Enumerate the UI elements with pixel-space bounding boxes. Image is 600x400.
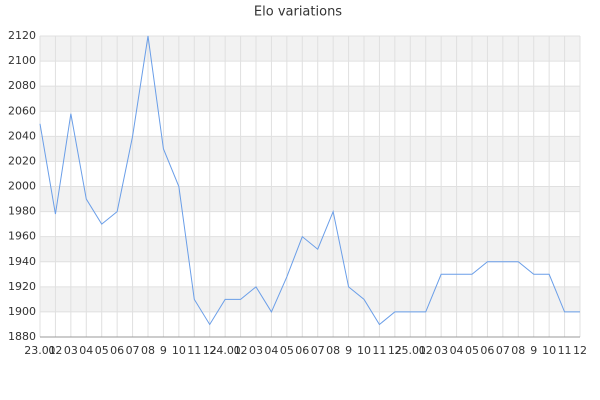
x-tick-label: 9 [530, 344, 537, 357]
x-tick-label: 12 [203, 344, 217, 357]
x-tick-label: 24.01 [209, 344, 241, 357]
y-tick-label: 2060 [8, 104, 36, 117]
x-tick-label: 25.01 [395, 344, 427, 357]
x-tick-label: 02 [419, 344, 433, 357]
line [39, 35, 580, 326]
x-tick-label: 11 [558, 344, 572, 357]
x-tick-label: 08 [326, 344, 340, 357]
x-tick-label: 03 [434, 344, 448, 357]
grid-band [40, 86, 580, 112]
grid-band [40, 236, 580, 262]
x-tick-label: 12 [388, 344, 402, 357]
x-tick-label: 04 [450, 344, 464, 357]
x-tick-label: 03 [249, 344, 263, 357]
x-tick-label: 11 [187, 344, 201, 357]
x-tick-label: 06 [295, 344, 309, 357]
x-tick-label: 9 [160, 344, 167, 357]
x-tick-label: 10 [357, 344, 371, 357]
y-tick-label: 2100 [8, 54, 36, 67]
y-tick-label: 2120 [8, 29, 36, 42]
y-tick-label: 2080 [8, 79, 36, 92]
x-tick-label: 04 [79, 344, 93, 357]
x-tick-label: 03 [64, 344, 78, 357]
y-tick-label: 2020 [8, 154, 36, 167]
x-tick-label: 05 [465, 344, 479, 357]
y-tick-label: 1940 [8, 255, 36, 268]
y-tick-label: 1900 [8, 305, 36, 318]
y-tick-label: 1960 [8, 230, 36, 243]
x-tick-label: 12 [573, 344, 587, 357]
x-tick-label: 23.01 [24, 344, 56, 357]
x-tick-label: 02 [234, 344, 248, 357]
grid-band [40, 286, 580, 312]
x-tick-label: 02 [48, 344, 62, 357]
x-tick-label: 9 [345, 344, 352, 357]
chart-title: Elo variations [254, 5, 342, 20]
y-tick-label: 1920 [8, 280, 36, 293]
grid-band [40, 136, 580, 162]
x-tick-label: 08 [511, 344, 525, 357]
x-tick-label: 10 [542, 344, 556, 357]
x-tick-label: 07 [496, 344, 510, 357]
grid-band [40, 36, 580, 62]
y-tick-label: 2000 [8, 180, 36, 193]
x-tick-label: 08 [141, 344, 155, 357]
x-tick-label: 07 [311, 344, 325, 357]
x-tick-label: 06 [110, 344, 124, 357]
x-tick-label: 10 [172, 344, 186, 357]
x-tick-label: 11 [372, 344, 386, 357]
x-tick-label: 05 [95, 344, 109, 357]
y-tick-label: 1880 [8, 330, 36, 343]
y-tick-label: 2040 [8, 129, 36, 142]
x-tick-label: 05 [280, 344, 294, 357]
x-tick-label: 06 [480, 344, 494, 357]
y-tick-label: 1980 [8, 205, 36, 218]
grid-band [40, 186, 580, 212]
x-tick-label: 04 [264, 344, 278, 357]
x-tick-label: 07 [126, 344, 140, 357]
